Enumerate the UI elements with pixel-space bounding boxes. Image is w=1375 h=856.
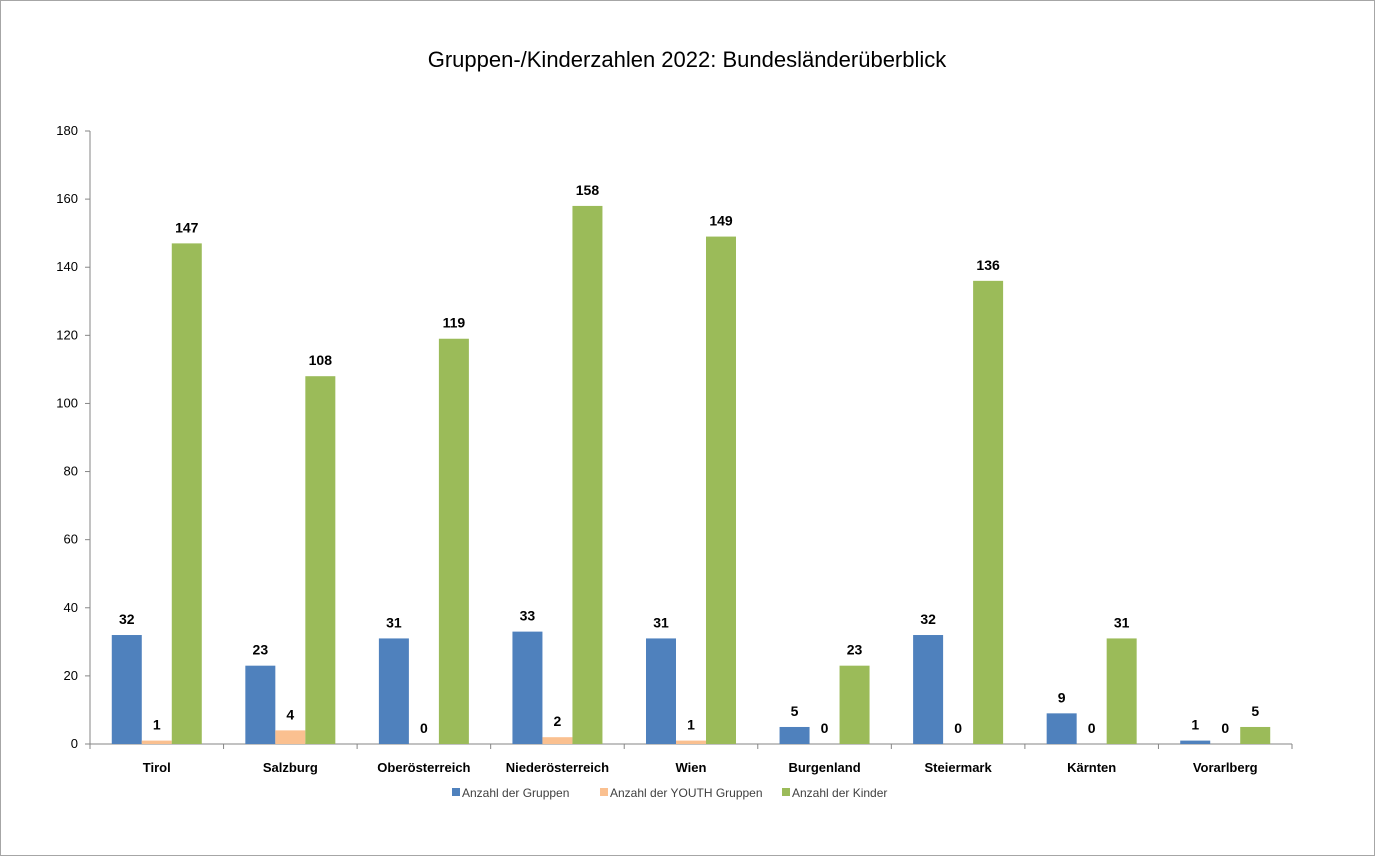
bar [646,638,676,744]
data-label: 0 [1221,720,1229,736]
x-tick-label: Oberösterreich [377,760,470,775]
bar [676,740,706,744]
y-tick-label: 40 [64,600,78,615]
data-label: 31 [1114,614,1130,630]
x-axis: Tirol Salzburg Oberösterreich Niederösterre… [89,743,1293,775]
x-tick-label: Tirol [143,760,171,775]
bar [973,280,1004,744]
legend-swatch [600,788,608,796]
y-axis: 0 20 40 60 80 100 120 140 160 180 [56,123,91,751]
legend-item: Anzahl der Kinder [782,786,887,800]
data-label: 147 [175,219,199,235]
data-label: 5 [1251,703,1259,719]
legend-swatch [452,788,460,796]
data-label: 0 [1088,720,1096,736]
y-tick-label: 180 [56,123,78,138]
bar [438,338,469,744]
data-label: 33 [520,608,536,624]
bar [1106,638,1137,744]
bar [171,243,202,744]
y-tick-label: 20 [64,668,78,683]
x-tick-label: Kärnten [1067,760,1116,775]
bar [1046,713,1077,744]
legend: Anzahl der Gruppen Anzahl der YOUTH Grupp… [452,786,887,800]
legend-item: Anzahl der Gruppen [452,786,569,800]
data-label: 31 [653,614,669,630]
data-label: 5 [791,703,799,719]
bar [1180,740,1211,744]
bar [572,205,603,744]
data-label: 1 [153,717,161,733]
data-label: 2 [554,713,562,729]
bar [706,236,736,745]
data-label: 9 [1058,689,1066,705]
bar [512,631,543,744]
data-label: 32 [119,611,135,627]
data-label: 31 [386,614,402,630]
bars [111,205,1271,745]
bar [305,376,336,744]
data-label: 23 [847,642,863,658]
y-tick-label: 100 [56,395,78,410]
legend-label: Anzahl der Gruppen [462,786,569,800]
y-tick-label: 160 [56,191,78,206]
y-tick-label: 120 [56,327,78,342]
data-label: 0 [420,720,428,736]
data-label: 0 [954,720,962,736]
x-tick-label: Niederösterreich [506,760,609,775]
data-label: 0 [821,720,829,736]
bar [245,665,276,744]
x-tick-label: Vorarlberg [1193,760,1258,775]
legend-label: Anzahl der Kinder [792,786,887,800]
y-tick-label: 140 [56,259,78,274]
legend-swatch [782,788,790,796]
data-label: 1 [1191,717,1199,733]
data-label: 136 [976,257,1000,273]
y-tick-label: 80 [64,464,78,479]
bar [913,635,944,744]
data-label: 32 [920,611,936,627]
data-label: 158 [576,182,600,198]
bar [111,635,142,744]
bar [141,740,172,744]
x-tick-label: Steiermark [925,760,993,775]
chart-title: Gruppen-/Kinderzahlen 2022: Bundesländer… [428,47,948,72]
data-label: 1 [687,717,695,733]
bar [542,737,573,744]
legend-label: Anzahl der YOUTH Gruppen [610,786,763,800]
x-tick-label: Wien [676,760,707,775]
legend-item: Anzahl der YOUTH Gruppen [600,786,763,800]
bar [275,730,306,744]
y-tick-label: 60 [64,532,78,547]
data-label: 149 [709,213,733,229]
x-tick-label: Salzburg [263,760,318,775]
y-tick-label: 0 [71,736,78,751]
x-tick-label: Burgenland [788,760,860,775]
bar [779,726,810,744]
data-labels: 32 1 147 23 4 108 31 0 119 33 2 158 31 1 149 5 0 23 32 0 136… [119,182,1259,736]
data-label: 108 [309,352,333,368]
bar [378,638,409,744]
bar [839,665,870,744]
data-label: 119 [443,315,466,331]
bar [1240,726,1271,744]
data-label: 4 [286,706,294,722]
data-label: 23 [253,642,269,658]
